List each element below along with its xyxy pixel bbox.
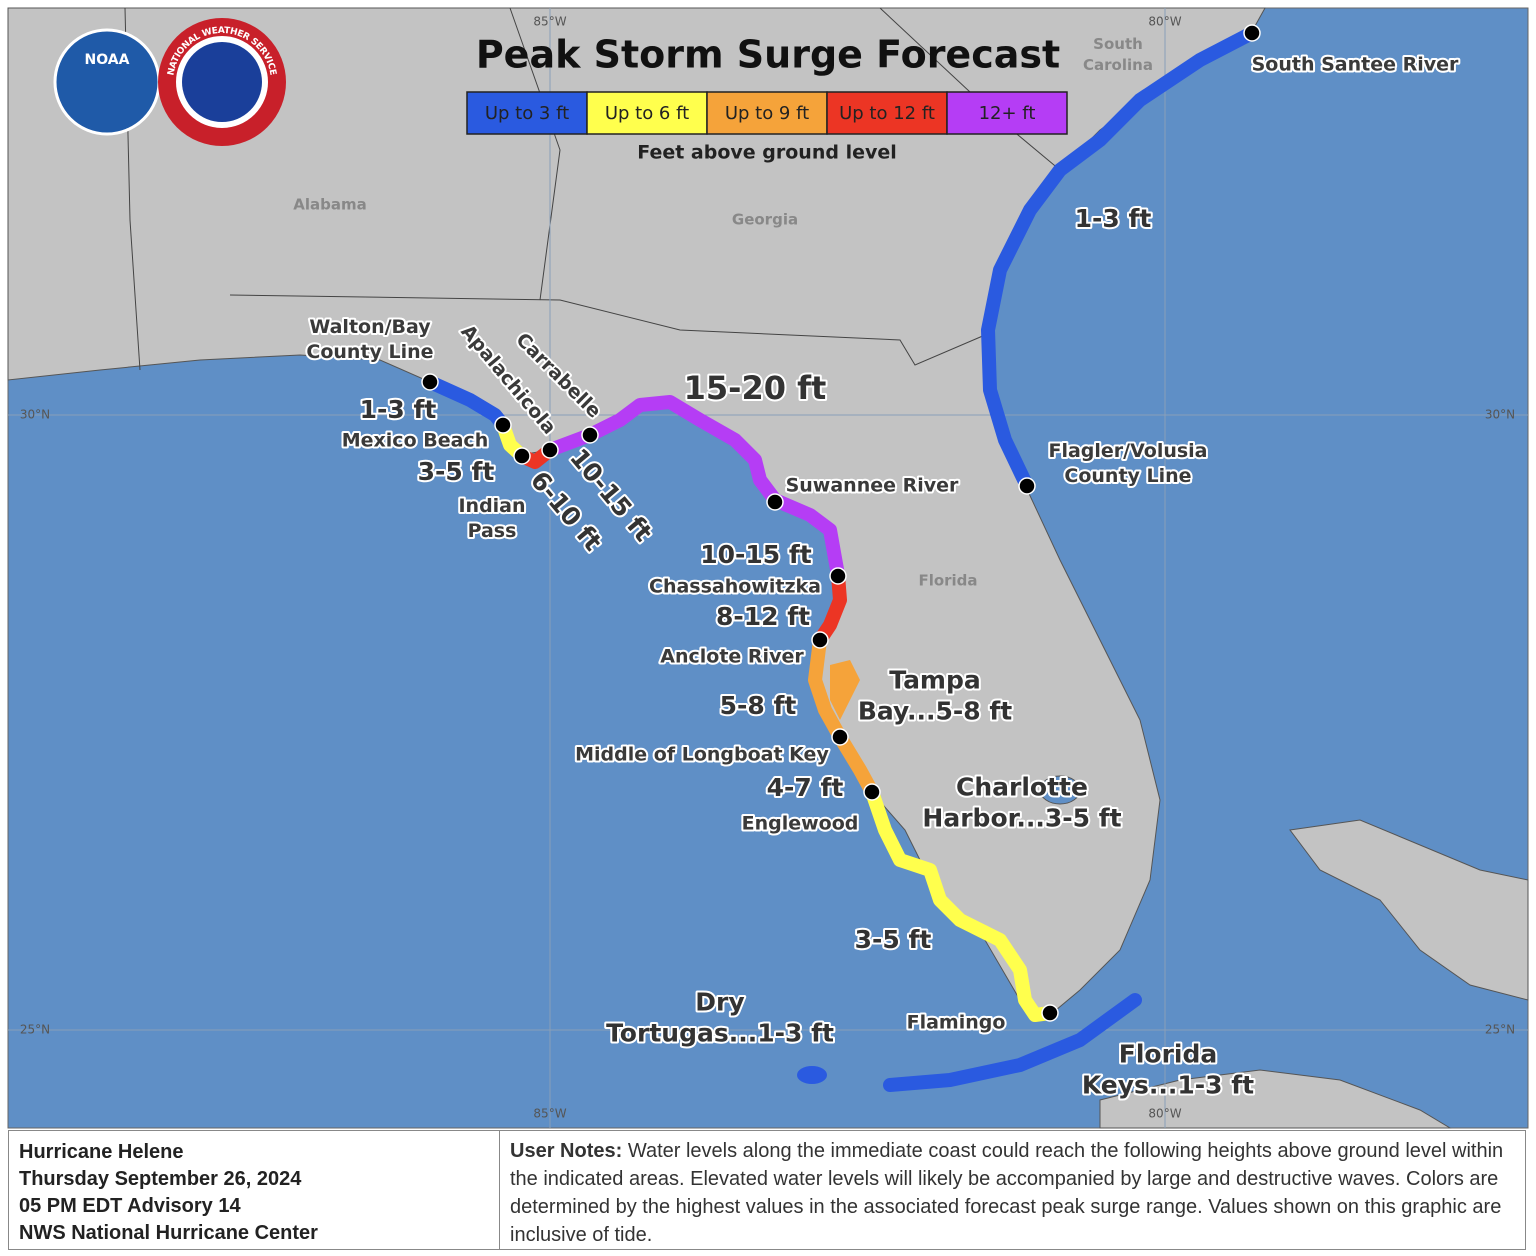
location-label: Indian <box>458 495 525 517</box>
cuba-bahamas <box>1289 819 1529 1001</box>
legend-swatch <box>826 91 948 135</box>
legend-swatch <box>946 91 1068 135</box>
nws-logo-core <box>182 42 262 122</box>
surge-label: 15-20 ft <box>684 369 827 407</box>
graticule-label: 30°N <box>1485 408 1515 422</box>
advisory-line: Hurricane Helene <box>19 1141 184 1163</box>
user-notes: User Notes: Water levels along the immed… <box>500 1131 1525 1249</box>
footer: Hurricane Helene Thursday September 26, 2… <box>8 1130 1526 1250</box>
graticule-label: 85°W <box>533 15 566 29</box>
notes-label: User Notes: <box>510 1140 623 1162</box>
breakpoint <box>1018 477 1036 495</box>
advisory-line: 05 PM EDT Advisory 14 <box>19 1195 241 1217</box>
legend-label: Up to 12 ft <box>839 103 935 124</box>
breakpoint <box>766 493 784 511</box>
breakpoint <box>581 426 599 444</box>
region-label: Carolina <box>1083 56 1153 74</box>
surge-label: 10-15 ft <box>700 540 812 569</box>
breakpoint <box>1243 24 1261 42</box>
breakpoint <box>513 447 531 465</box>
breakpoint <box>494 416 512 434</box>
surge-label: 1-3 ft <box>1075 204 1152 233</box>
location-label: Chassahowitzka <box>649 576 821 598</box>
tortugas <box>797 1066 827 1084</box>
region-label: Florida <box>918 572 977 590</box>
location-label: Mexico Beach <box>342 430 488 452</box>
legend-swatch <box>706 91 828 135</box>
breakpoint <box>831 728 849 746</box>
legend-swatch <box>586 91 708 135</box>
noaa-text: NOAA <box>85 52 130 68</box>
surge-label: Tampa <box>889 666 981 695</box>
cuba <box>1099 1069 1452 1129</box>
lake <box>1039 775 1081 805</box>
surge-segment <box>981 26 1259 493</box>
breakpoint <box>541 441 559 459</box>
location-label: Flagler/Volusia <box>1048 440 1207 462</box>
surge-label: 5-8 ft <box>720 691 797 720</box>
advisory-line: NWS National Hurricane Center <box>19 1222 318 1244</box>
surge-label: Tortugas...1-3 ft <box>606 1019 834 1048</box>
surge-label: 3-5 ft <box>855 925 932 954</box>
surge-segment <box>865 785 1057 1022</box>
noaa-logo <box>53 28 161 136</box>
surge-label: Charlotte <box>956 773 1088 802</box>
graticule-label: 30°N <box>20 408 50 422</box>
graticule-label: 85°W <box>533 1107 566 1121</box>
surge-segment <box>543 395 845 582</box>
breakpoint <box>421 373 439 391</box>
breakpoint <box>829 567 847 585</box>
graticule-label: 25°N <box>20 1023 50 1037</box>
graticule-label: 80°W <box>1148 15 1181 29</box>
map: NOAA NATIONAL WEATHER SERVICE Peak Storm… <box>7 7 1529 1129</box>
legend-caption: Feet above ground level <box>637 142 897 164</box>
surge-label: Harbor...3-5 ft <box>922 804 1121 833</box>
region-label: Georgia <box>732 211 798 229</box>
location-label: Walton/Bay <box>309 316 431 338</box>
location-label: Flamingo <box>907 1012 1006 1034</box>
breakpoint <box>863 783 881 801</box>
region-label: South <box>1093 35 1143 53</box>
tampa-bay <box>830 660 860 720</box>
legend-label: Up to 9 ft <box>725 103 809 124</box>
legend-label: Up to 6 ft <box>605 103 689 124</box>
surge-segment <box>813 568 847 647</box>
surge-label: 4-7 ft <box>767 773 844 802</box>
location-label: County Line <box>1064 465 1191 487</box>
location-label: Anclote River <box>660 646 804 668</box>
advisory-line: Thursday September 26, 2024 <box>19 1168 302 1190</box>
legend-swatch <box>466 91 588 135</box>
legend-label: Up to 3 ft <box>485 103 569 124</box>
surge-lines <box>421 24 1261 1092</box>
surge-label: Keys...1-3 ft <box>1082 1071 1254 1100</box>
surge-segment <box>808 633 879 799</box>
surge-label: Dry <box>695 988 744 1017</box>
graticule-label: 80°W <box>1148 1107 1181 1121</box>
graticule <box>8 8 1528 1128</box>
location-label: Suwannee River <box>786 475 959 497</box>
notes-text: Water levels along the immediate coast c… <box>510 1140 1504 1246</box>
breakpoint <box>1041 1004 1059 1022</box>
surge-segment <box>883 993 1142 1092</box>
breakpoint <box>811 631 829 649</box>
surge-label: 1-3 ft <box>360 395 437 424</box>
location-label: Englewood <box>742 813 859 835</box>
surge-label: 3-5 ft <box>418 457 495 486</box>
surge-label: Bay...5-8 ft <box>858 697 1012 726</box>
legend-label: 12+ ft <box>979 103 1036 124</box>
legend: Up to 3 ft Up to 6 ft Up to 9 ft Up to 12 f… <box>466 91 1068 135</box>
surge-label: Florida <box>1119 1040 1218 1069</box>
location-label: Middle of Longboat Key <box>575 744 829 766</box>
surge-label: 8-12 ft <box>716 602 810 631</box>
location-label: County Line <box>306 341 433 363</box>
location-label: Pass <box>468 520 517 542</box>
graticule-label: 25°N <box>1485 1023 1515 1037</box>
region-label: Alabama <box>293 196 366 214</box>
location-label: South Santee River <box>1252 54 1459 76</box>
advisory: Hurricane Helene Thursday September 26, 2… <box>9 1131 500 1249</box>
title: Peak Storm Surge Forecast <box>476 33 1060 77</box>
